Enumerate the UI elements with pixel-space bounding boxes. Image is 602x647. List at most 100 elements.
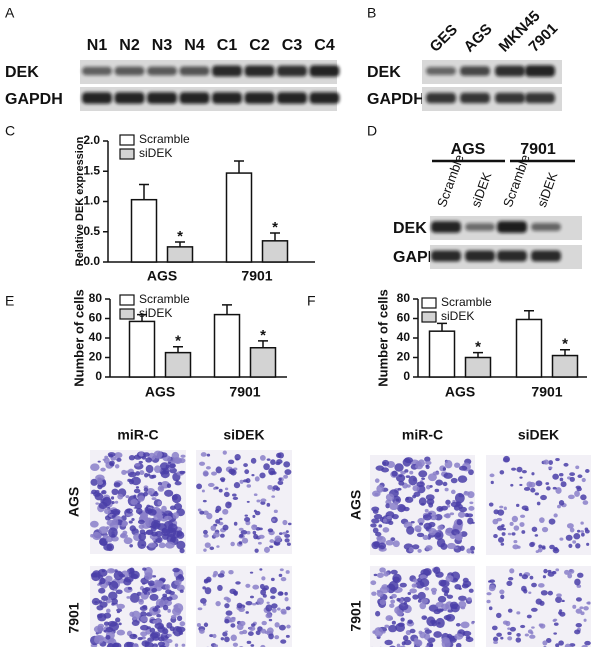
cell: [507, 532, 512, 536]
cell: [428, 521, 436, 528]
legend-swatch: [119, 308, 135, 320]
cell: [249, 571, 254, 574]
lane-label: N1: [87, 37, 108, 54]
cell: [427, 473, 437, 482]
cell: [225, 501, 232, 509]
cell: [454, 633, 464, 640]
cell: [273, 509, 278, 514]
cell: [218, 488, 223, 493]
cell: [577, 572, 584, 578]
cell: [426, 641, 434, 647]
cell: [511, 532, 516, 536]
cell: [384, 639, 393, 646]
cell: [202, 499, 207, 503]
cell: [285, 634, 290, 638]
x-tick-label: AGS: [445, 384, 475, 400]
cell: [137, 539, 147, 550]
cell: [516, 503, 520, 507]
cell: [251, 524, 257, 531]
cell: [499, 505, 504, 509]
cell: [248, 626, 256, 631]
cell: [555, 457, 560, 462]
cell: [492, 636, 499, 642]
group-label: AGS: [451, 141, 486, 158]
cell: [496, 612, 502, 619]
band: [147, 92, 177, 104]
cell: [445, 499, 451, 505]
cell: [271, 607, 277, 613]
cell: [410, 521, 415, 524]
cell: [417, 548, 422, 553]
cell: [165, 589, 172, 595]
cell: [239, 533, 244, 538]
cell: [244, 514, 248, 517]
cell: [165, 541, 175, 549]
cell: [516, 633, 521, 637]
cell: [580, 521, 584, 525]
cell: [539, 517, 545, 523]
legend-swatch: [119, 148, 135, 160]
cell: [147, 580, 155, 587]
cell: [142, 582, 146, 585]
cell: [114, 588, 118, 592]
cell: [284, 591, 288, 596]
cell: [392, 540, 400, 548]
cell: [282, 531, 288, 535]
cell: [98, 526, 109, 534]
cell: [549, 544, 555, 550]
cell: [130, 499, 139, 505]
cell: [572, 604, 577, 609]
cell: [239, 479, 244, 484]
cell: [267, 484, 273, 490]
cell: [542, 575, 547, 579]
x-tick-label: 7901: [241, 268, 272, 284]
cell: [521, 469, 527, 474]
cell: [270, 577, 275, 582]
y-axis-label: Number of cells: [375, 289, 390, 387]
cell: [215, 505, 222, 512]
cell: [371, 541, 380, 550]
cell: [128, 454, 135, 461]
cell: [457, 511, 466, 518]
cell: [129, 525, 136, 532]
cell: [460, 606, 466, 610]
y-tick-label: 80: [397, 291, 411, 305]
cell: [200, 452, 207, 457]
band: [82, 66, 112, 76]
band: [460, 66, 490, 76]
cell: [404, 469, 409, 473]
cell: [162, 593, 168, 598]
cell: [414, 639, 423, 647]
y-tick-label: 1.0: [83, 194, 100, 208]
cell: [576, 487, 582, 492]
cell: [148, 490, 153, 494]
cell: [417, 599, 422, 603]
cell: [137, 495, 145, 502]
cell: [145, 464, 154, 474]
cell: [382, 518, 387, 523]
cell: [215, 519, 221, 524]
cell: [270, 459, 276, 466]
cell: [149, 474, 155, 479]
cell: [224, 603, 230, 609]
cell: [116, 611, 120, 614]
cell: [462, 580, 472, 588]
cell: [416, 532, 425, 538]
cell: [199, 628, 205, 634]
cell: [528, 481, 536, 488]
cell: [406, 526, 415, 535]
cell: [223, 596, 230, 601]
cell: [574, 490, 580, 497]
cell: [516, 466, 523, 473]
cell: [176, 584, 185, 592]
cell: [235, 581, 241, 585]
cell: [174, 481, 182, 486]
cell: [251, 623, 256, 627]
cell: [252, 584, 260, 590]
cell: [217, 573, 225, 578]
cell: [371, 518, 380, 524]
cell: [202, 586, 206, 590]
cell: [129, 544, 133, 548]
lane-label: C4: [314, 37, 335, 54]
cell: [269, 545, 274, 549]
